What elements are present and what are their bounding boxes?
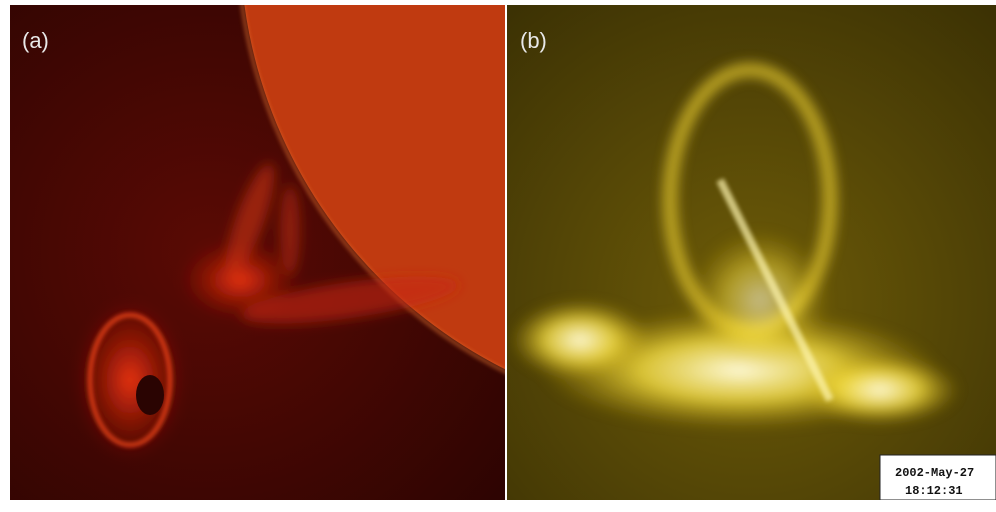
timestamp-date: 2002-May-27 bbox=[895, 466, 974, 480]
timestamp-time: 18:12:31 bbox=[905, 484, 963, 498]
panel-label: (b) bbox=[520, 28, 547, 53]
page: {"panels": [{"label": "(a)"}, {"label": … bbox=[0, 0, 996, 512]
figure: (a) (b) 2002-May-27 18:12:31 bbox=[0, 0, 996, 512]
panel-b bbox=[507, 5, 996, 500]
panel-label: (a) bbox=[22, 28, 49, 53]
